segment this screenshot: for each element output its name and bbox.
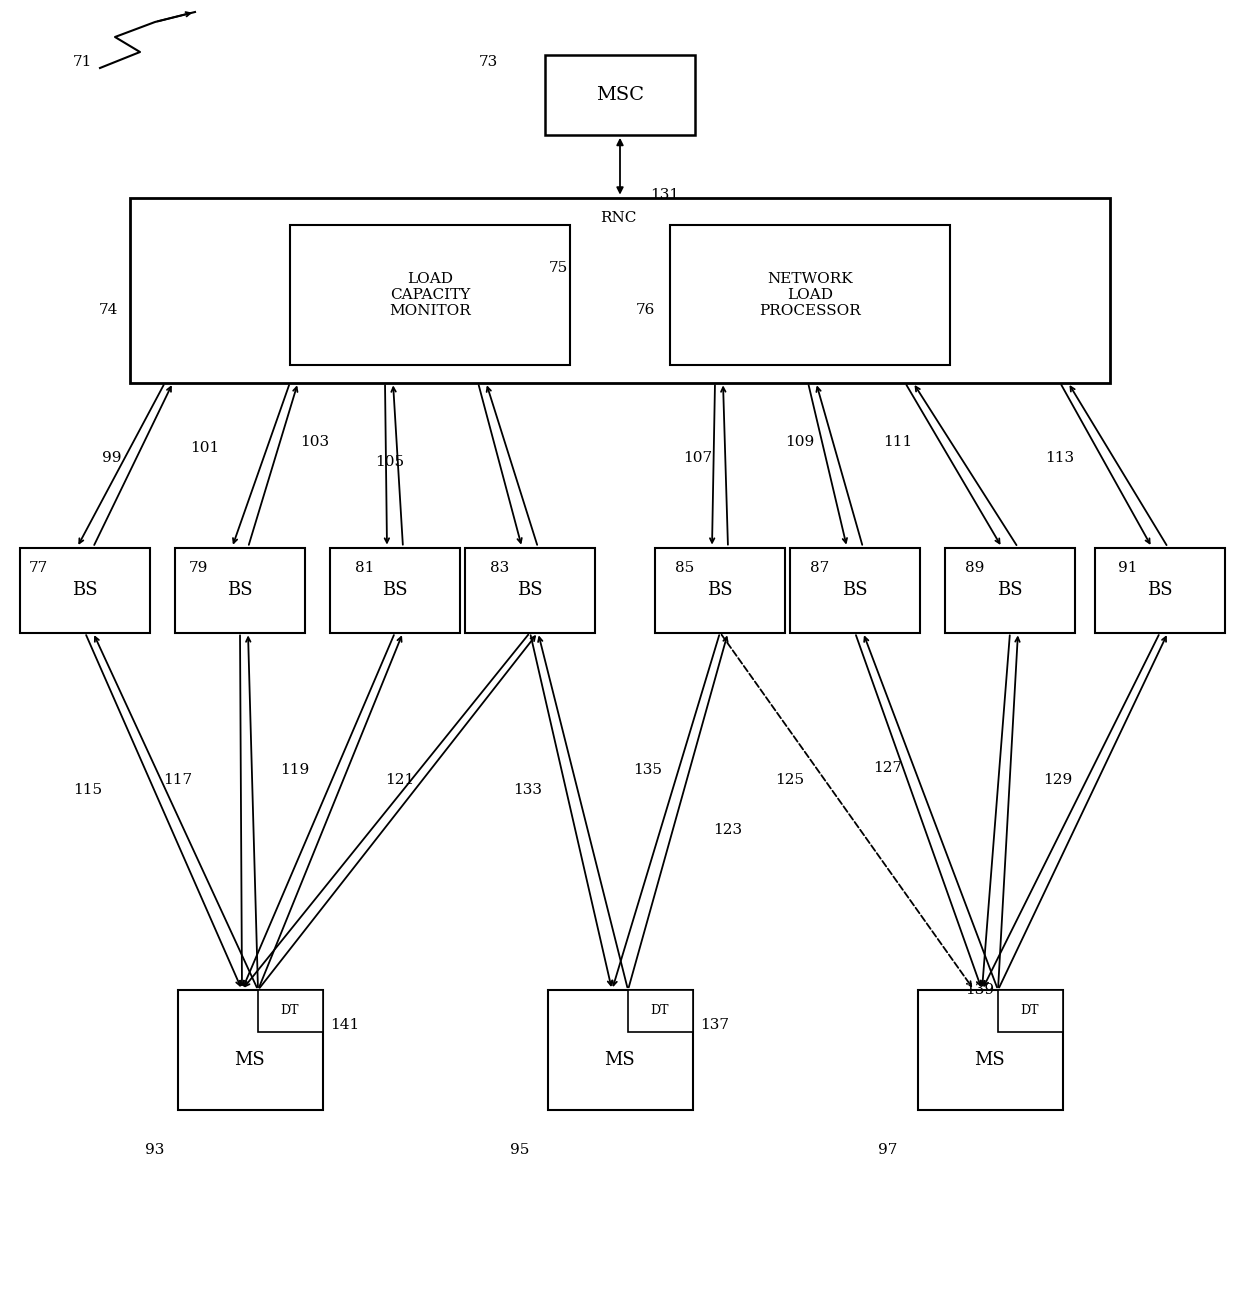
Bar [945,547,1075,633]
Text: 75: 75 [548,261,568,275]
Bar [330,547,460,633]
Text: 79: 79 [188,561,207,575]
Text: 107: 107 [683,451,713,465]
Text: DT: DT [280,1004,299,1017]
Text: 91: 91 [1118,561,1138,575]
Text: 113: 113 [1045,451,1075,465]
Text: BS: BS [1147,580,1173,599]
Text: 101: 101 [191,441,219,455]
Text: MSC: MSC [596,86,644,104]
Text: DT: DT [1021,1004,1039,1017]
Text: BS: BS [517,580,543,599]
Text: 76: 76 [635,303,655,317]
Text: 93: 93 [145,1144,165,1157]
Bar [130,197,1110,383]
Bar [465,547,595,633]
Text: BS: BS [227,580,253,599]
Text: 95: 95 [511,1144,529,1157]
Text: NETWORK
LOAD
PROCESSOR: NETWORK LOAD PROCESSOR [759,272,861,318]
Text: LOAD
CAPACITY
MONITOR: LOAD CAPACITY MONITOR [389,272,471,318]
Text: 85: 85 [676,561,694,575]
Text: 109: 109 [785,436,815,449]
Text: 74: 74 [98,303,118,317]
Text: BS: BS [72,580,98,599]
Text: 81: 81 [356,561,374,575]
Text: 111: 111 [883,436,913,449]
Text: 121: 121 [386,772,414,787]
Text: 123: 123 [713,822,743,837]
Bar [548,990,692,1109]
Text: 125: 125 [775,772,805,787]
Text: BS: BS [997,580,1023,599]
Bar [670,225,950,365]
Text: 105: 105 [376,455,404,468]
Text: 127: 127 [873,761,903,775]
Bar [655,547,785,633]
Text: 141: 141 [330,1019,360,1032]
Bar [20,547,150,633]
Text: BS: BS [842,580,868,599]
Text: 97: 97 [878,1144,898,1157]
Text: DT: DT [651,1004,670,1017]
Bar [258,990,322,1032]
Text: MS: MS [605,1051,635,1069]
Bar [790,547,920,633]
Bar [918,990,1063,1109]
Text: 115: 115 [73,783,103,797]
Text: 139: 139 [966,983,994,998]
Text: 133: 133 [513,783,543,797]
Text: 137: 137 [701,1019,729,1032]
Bar [1095,547,1225,633]
Bar [546,55,694,136]
Bar [290,225,570,365]
Text: 71: 71 [72,55,92,68]
Text: MS: MS [234,1051,265,1069]
Bar [627,990,692,1032]
Text: BS: BS [382,580,408,599]
Text: 135: 135 [634,763,662,776]
Text: 89: 89 [965,561,985,575]
Bar [177,990,322,1109]
Text: 131: 131 [651,188,680,201]
Text: 117: 117 [164,772,192,787]
Text: RNC: RNC [600,211,636,225]
Text: 87: 87 [811,561,830,575]
Text: 129: 129 [1043,772,1073,787]
Text: MS: MS [975,1051,1006,1069]
Text: 73: 73 [479,55,497,68]
Bar [175,547,305,633]
Text: 103: 103 [300,436,330,449]
Text: 99: 99 [102,451,122,465]
Text: 77: 77 [29,561,47,575]
Bar [997,990,1063,1032]
Text: BS: BS [707,580,733,599]
Text: 83: 83 [490,561,510,575]
Text: 119: 119 [280,763,310,776]
